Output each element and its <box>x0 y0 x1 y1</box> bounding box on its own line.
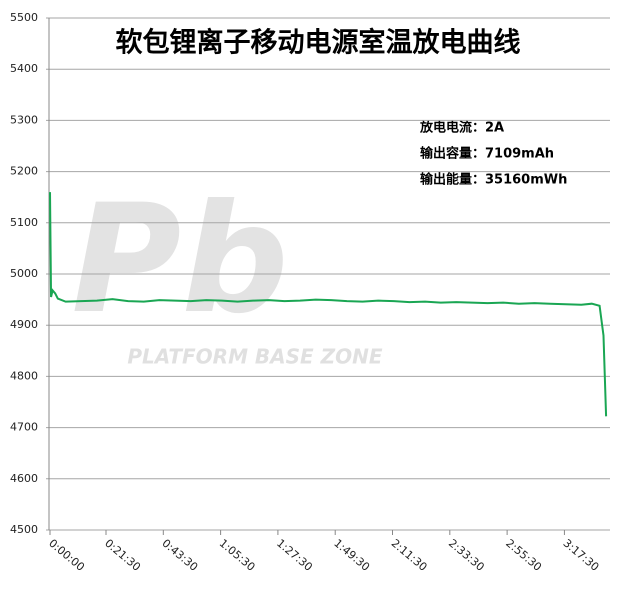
watermark-logo: Pb <box>71 173 288 347</box>
annotation: 放电电流：2A <box>419 120 504 136</box>
x-tick-label: 2:33:30 <box>446 537 487 574</box>
y-tick-label: 5300 <box>10 113 38 126</box>
data-line <box>49 192 608 417</box>
y-tick-label: 4500 <box>10 523 38 536</box>
x-tick-label: 1:27:30 <box>274 537 315 574</box>
annotation: 输出能量：35160mWh <box>420 172 567 188</box>
y-tick-label: 5400 <box>10 62 38 75</box>
x-tick-label: 2:55:30 <box>503 537 544 574</box>
x-tick-label: 3:17:30 <box>561 537 602 574</box>
x-tick-label: 1:05:30 <box>217 537 258 574</box>
x-tick-label: 0:00:00 <box>46 537 87 574</box>
y-tick-label: 4700 <box>10 421 38 434</box>
y-tick-label: 4600 <box>10 472 38 485</box>
chart-title: 软包锂离子移动电源室温放电曲线 <box>116 27 521 59</box>
x-tick-label: 1:49:30 <box>331 537 372 574</box>
watermark-text: PLATFORM BASE ZONE <box>127 345 383 369</box>
y-tick-label: 5500 <box>10 11 38 24</box>
x-tick-label: 0:43:30 <box>159 537 200 574</box>
x-tick-label: 0:21:30 <box>102 537 143 574</box>
y-tick-label: 5000 <box>10 267 38 280</box>
y-tick-label: 5200 <box>10 165 38 178</box>
y-tick-label: 4800 <box>10 369 38 382</box>
x-tick-label: 2:11:30 <box>389 537 430 574</box>
y-tick-label: 4900 <box>10 318 38 331</box>
y-tick-label: 5100 <box>10 216 38 229</box>
annotation: 输出容量：7109mAh <box>420 146 554 162</box>
